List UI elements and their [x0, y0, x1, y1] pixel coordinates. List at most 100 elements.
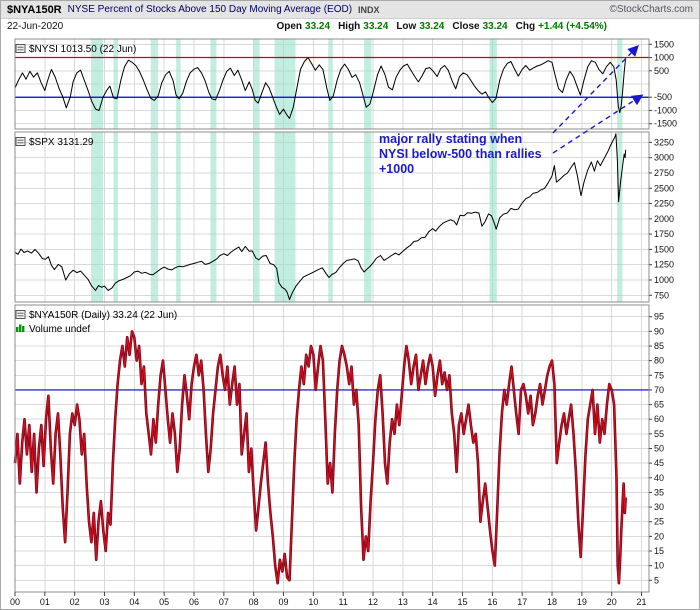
- y-axis-label: 30: [654, 502, 664, 512]
- spx-legend-icon: [15, 137, 26, 146]
- nya150r-legend-icon: [15, 310, 26, 319]
- y-axis-label: 75: [654, 370, 664, 380]
- y-axis-label: 80: [654, 356, 664, 366]
- panel-border: [14, 38, 650, 130]
- legends-layer: $NYSI 1013.50 (22 Jun) $SPX 3131.29 $NYA…: [15, 44, 177, 335]
- highlight-band: [328, 39, 333, 129]
- open-value: 33.24: [305, 20, 331, 32]
- annotation-text-line1: major rally stating when: [379, 132, 522, 146]
- highlight-band: [364, 39, 372, 129]
- highlight-band: [91, 39, 104, 129]
- nysi-legend-label: $NYSI 1013.50 (22 Jun): [29, 44, 136, 55]
- highlight-band: [274, 39, 296, 129]
- quote-date: 22-Jun-2020: [7, 20, 64, 32]
- x-axis-label: 04: [129, 597, 139, 607]
- y-axis-label: 1500: [654, 244, 674, 254]
- x-axis-label: 11: [339, 597, 348, 607]
- panel-nya150r: 95 90 85 80 75 70 65 60 55 50 45 40 35 30 25 20 15 10 5: [13, 304, 664, 593]
- x-axis-label: 09: [279, 597, 289, 607]
- annotation-arrow-upper: [552, 44, 639, 134]
- open-label: Open: [276, 20, 303, 32]
- copyright-label: ©StockCharts.com: [609, 4, 693, 15]
- y-axis-label: -500: [654, 92, 672, 102]
- annotation-text-line2: NYSI below-500 than rallies: [379, 147, 542, 161]
- chart-canvas: 15001000500-500-1000-1500325030002750250…: [10, 38, 677, 607]
- y-axis-label: 70: [654, 385, 664, 395]
- x-axis-label: 19: [577, 597, 587, 607]
- panels-layer: 15001000500-500-1000-1500325030002750250…: [10, 38, 677, 607]
- annotation-text-line3: +1000: [379, 162, 414, 176]
- y-axis-label: 5: [654, 575, 659, 585]
- y-axis-label: 85: [654, 341, 664, 351]
- y-axis-label: 45: [654, 458, 664, 468]
- x-axis-label: 17: [517, 597, 527, 607]
- x-axis-label: 03: [99, 597, 109, 607]
- low-pair: Low 33.24: [396, 21, 444, 32]
- panel-border: [14, 131, 650, 303]
- highlight-band: [176, 39, 181, 129]
- x-axis-label: 21: [637, 597, 647, 607]
- y-axis-label: 35: [654, 487, 664, 497]
- x-axis-label: 05: [159, 597, 169, 607]
- chg-value: +1.44 (+4.54%): [538, 20, 607, 32]
- x-axis-label: 06: [189, 597, 199, 607]
- x-axis-label: 02: [70, 597, 80, 607]
- x-axis-label: 01: [40, 597, 50, 607]
- x-axis-label: 07: [219, 597, 229, 607]
- low-label: Low: [396, 20, 417, 32]
- y-axis-label: 40: [654, 473, 664, 483]
- high-pair: High 33.24: [338, 21, 388, 32]
- nya150r-legend-label: $NYA150R (Daily) 33.24 (22 Jun): [29, 310, 177, 321]
- y-axis-label: 3000: [654, 153, 674, 163]
- y-axis-label: 50: [654, 444, 664, 454]
- y-axis-label: 500: [654, 66, 669, 76]
- index-title: NYSE Percent of Stocks Above 150 Day Mov…: [67, 4, 353, 15]
- series-line: [14, 57, 627, 119]
- highlight-band: [489, 132, 497, 302]
- highlight-band: [253, 132, 260, 302]
- x-axis-label: 08: [249, 597, 259, 607]
- close-value: 33.24: [482, 20, 508, 32]
- y-axis-label: 1000: [654, 275, 674, 285]
- highlight-band: [489, 39, 497, 129]
- panel-nysi: 1500 1000 500 -500 -1000 -1500: [14, 38, 677, 130]
- close-label: Close: [452, 20, 480, 32]
- x-axis-label: 00: [10, 597, 20, 607]
- x-axis-label: 18: [547, 597, 557, 607]
- exchange-label: INDX: [358, 4, 380, 15]
- y-axis-label: 15: [654, 546, 664, 556]
- highlight-band: [617, 39, 623, 129]
- y-axis-label: 1750: [654, 229, 674, 239]
- x-axis-label: 14: [428, 597, 438, 607]
- y-axis-label: 3250: [654, 137, 674, 147]
- highlight-band: [210, 39, 217, 129]
- y-axis-label: 2750: [654, 168, 674, 178]
- highlight-band: [150, 39, 159, 129]
- low-value: 33.24: [419, 20, 445, 32]
- close-pair: Close 33.24: [452, 21, 507, 32]
- y-axis-label: 65: [654, 400, 664, 410]
- y-axis-label: 60: [654, 414, 664, 424]
- highlight-band: [210, 132, 217, 302]
- high-value: 33.24: [363, 20, 389, 32]
- open-pair: Open 33.24: [276, 21, 330, 32]
- x-axis-label: 20: [607, 597, 617, 607]
- y-axis-label: -1500: [654, 119, 677, 129]
- highlight-band: [328, 132, 333, 302]
- volume-legend-icon: [16, 324, 25, 332]
- ohlc-values: Open 33.24 High 33.24 Low 33.24 Close 33.24 …: [276, 21, 607, 32]
- series-line: [14, 330, 627, 584]
- x-axis-label: 15: [458, 597, 468, 607]
- highlight-band: [274, 132, 296, 302]
- y-axis-label: 2250: [654, 199, 674, 209]
- annotation-layer: major rally stating when NYSI below-500 …: [379, 44, 644, 176]
- y-axis-label: 95: [654, 312, 664, 322]
- y-axis-label: 2000: [654, 214, 674, 224]
- y-axis-label: -1000: [654, 105, 677, 115]
- x-axis-label: 16: [487, 597, 497, 607]
- series-line: [14, 133, 627, 301]
- header-bar: $NYA150R NYSE Percent of Stocks Above 15…: [1, 1, 699, 19]
- y-axis-label: 25: [654, 517, 664, 527]
- ticker-symbol: $NYA150R: [7, 3, 62, 16]
